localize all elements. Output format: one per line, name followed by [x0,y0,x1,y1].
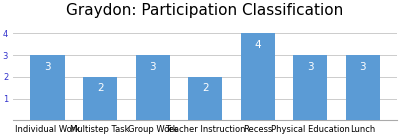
Bar [188,77,222,120]
Bar [240,33,275,120]
Text: 3: 3 [44,62,51,72]
Bar [30,55,65,120]
Bar [293,55,327,120]
Text: 4: 4 [254,40,261,50]
Title: Graydon: Participation Classification: Graydon: Participation Classification [66,3,344,18]
Bar [346,55,380,120]
Bar [83,77,117,120]
Text: 2: 2 [97,83,103,93]
Bar [136,55,170,120]
Text: 3: 3 [359,62,366,72]
Text: 3: 3 [149,62,156,72]
Text: 2: 2 [202,83,208,93]
Text: 3: 3 [307,62,314,72]
